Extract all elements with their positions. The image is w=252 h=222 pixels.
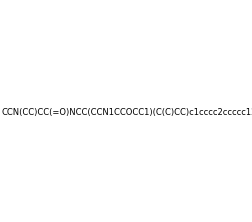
Text: CCN(CC)CC(=O)NCC(CCN1CCOCC1)(C(C)CC)c1cccc2ccccc12: CCN(CC)CC(=O)NCC(CCN1CCOCC1)(C(C)CC)c1cc… bbox=[2, 108, 252, 117]
